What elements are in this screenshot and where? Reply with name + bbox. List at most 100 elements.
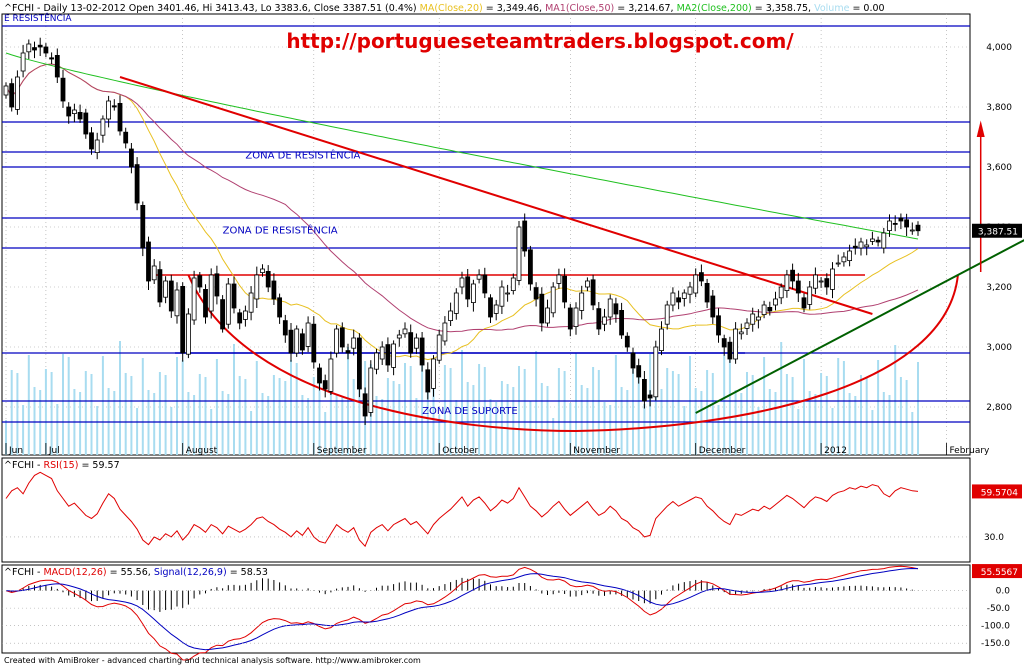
volume-bar	[158, 372, 161, 455]
header-part: ^FCHI -	[4, 567, 43, 578]
volume-bar	[409, 366, 412, 455]
candle-body	[442, 322, 448, 342]
volume-bar	[466, 382, 469, 455]
candle-body	[778, 286, 784, 299]
volume-bar	[546, 386, 549, 455]
volume-bar	[706, 370, 709, 455]
volume-bar	[529, 401, 532, 455]
volume-bar	[483, 367, 486, 455]
volume-bar	[358, 382, 361, 455]
candle-body	[642, 378, 647, 402]
volume-bar	[825, 376, 828, 455]
x-tick-label: September	[317, 446, 367, 456]
volume-bar	[56, 404, 59, 455]
candle-body	[191, 277, 197, 321]
volume-bar	[210, 409, 213, 455]
candle-body	[761, 304, 767, 316]
candle-body	[539, 293, 545, 324]
volume-bar	[557, 368, 560, 455]
volume-bar	[255, 361, 258, 455]
sub-label: E RESISTÊNCIA	[4, 12, 72, 24]
volume-bar	[27, 355, 30, 455]
candle-body	[248, 292, 254, 313]
candle-body	[647, 394, 653, 399]
volume-bar	[860, 375, 862, 455]
volume-bar	[854, 396, 857, 455]
volume-bar	[785, 374, 788, 455]
volume-bar	[16, 373, 19, 455]
candle-body	[231, 283, 237, 309]
candle-body	[887, 220, 892, 232]
volume-bar	[700, 391, 703, 455]
candle-body	[562, 275, 567, 303]
volume-bar	[381, 399, 384, 455]
candle-body	[915, 224, 921, 232]
candle-body	[550, 286, 556, 314]
candle-body	[767, 306, 773, 312]
macd-tick-label: -50.0	[987, 604, 1011, 614]
volume-bar	[227, 394, 230, 455]
candle-body	[790, 269, 795, 282]
volume-bar	[449, 368, 452, 455]
volume-bar	[215, 359, 218, 455]
volume-bar	[62, 354, 64, 455]
volume-bar	[472, 385, 475, 455]
volume-bar	[899, 377, 902, 455]
zone-label: ZONA DE RESISTÊNCIA	[223, 224, 338, 237]
candle-body	[151, 265, 157, 281]
candle-body	[676, 297, 681, 303]
candle-body	[9, 83, 15, 108]
candle-body	[32, 47, 37, 51]
volume-bar	[141, 358, 144, 455]
candle-body	[881, 232, 887, 249]
price-panel-frame	[1, 13, 971, 456]
volume-bar	[552, 418, 555, 455]
x-axis-labels: Jun Jul August September October November Dece…	[5, 443, 991, 456]
candle-body	[744, 322, 750, 329]
candle-body	[904, 219, 909, 228]
candle-body	[528, 249, 533, 285]
candle-body	[408, 332, 414, 354]
volume-bar	[842, 361, 845, 455]
candle-body	[305, 322, 311, 347]
volume-bar	[124, 373, 127, 455]
candle-body	[185, 313, 191, 355]
candle-body	[830, 268, 835, 290]
candle-body	[875, 239, 881, 243]
candle-body	[26, 43, 32, 53]
candle-body	[459, 277, 465, 288]
volume-bar	[386, 378, 389, 455]
volume-bar	[751, 375, 754, 455]
x-tick-label: February	[950, 446, 991, 456]
candle-body	[858, 241, 864, 249]
volume-bar	[803, 359, 805, 455]
candle-body	[750, 313, 756, 325]
cup-arc	[187, 274, 959, 433]
volume-bar	[455, 400, 458, 455]
candle-body	[813, 274, 818, 289]
header-part: ^FCHI - Daily 13-02-2012 Open 3401.46, H…	[4, 3, 420, 14]
candle-body	[710, 295, 716, 318]
volume-bar	[917, 362, 919, 455]
candle-body	[379, 346, 385, 360]
volume-bar	[181, 360, 184, 455]
candle-body	[328, 358, 334, 392]
volume-bar	[500, 381, 503, 455]
volume-bar	[352, 379, 355, 455]
macd-tick-label: -150.0	[981, 639, 1010, 649]
volume-bar	[780, 342, 783, 455]
candle-body	[773, 298, 778, 306]
x-tick-label: Jul	[48, 446, 60, 456]
rsi-y-axis: 30.0 59.5704	[2, 484, 1022, 543]
candle-body	[208, 274, 214, 312]
x-tick-label: Jun	[8, 446, 23, 456]
volume-bar	[791, 377, 794, 455]
header-part: = 0.00	[849, 3, 884, 14]
volume-bar	[10, 370, 13, 455]
rsi-last-box	[972, 484, 1022, 499]
candle-body	[505, 292, 511, 295]
x-tick-label: October	[442, 446, 478, 456]
candle-body	[174, 289, 180, 317]
candle-body	[83, 112, 89, 135]
rsi-polyline	[5, 471, 919, 548]
